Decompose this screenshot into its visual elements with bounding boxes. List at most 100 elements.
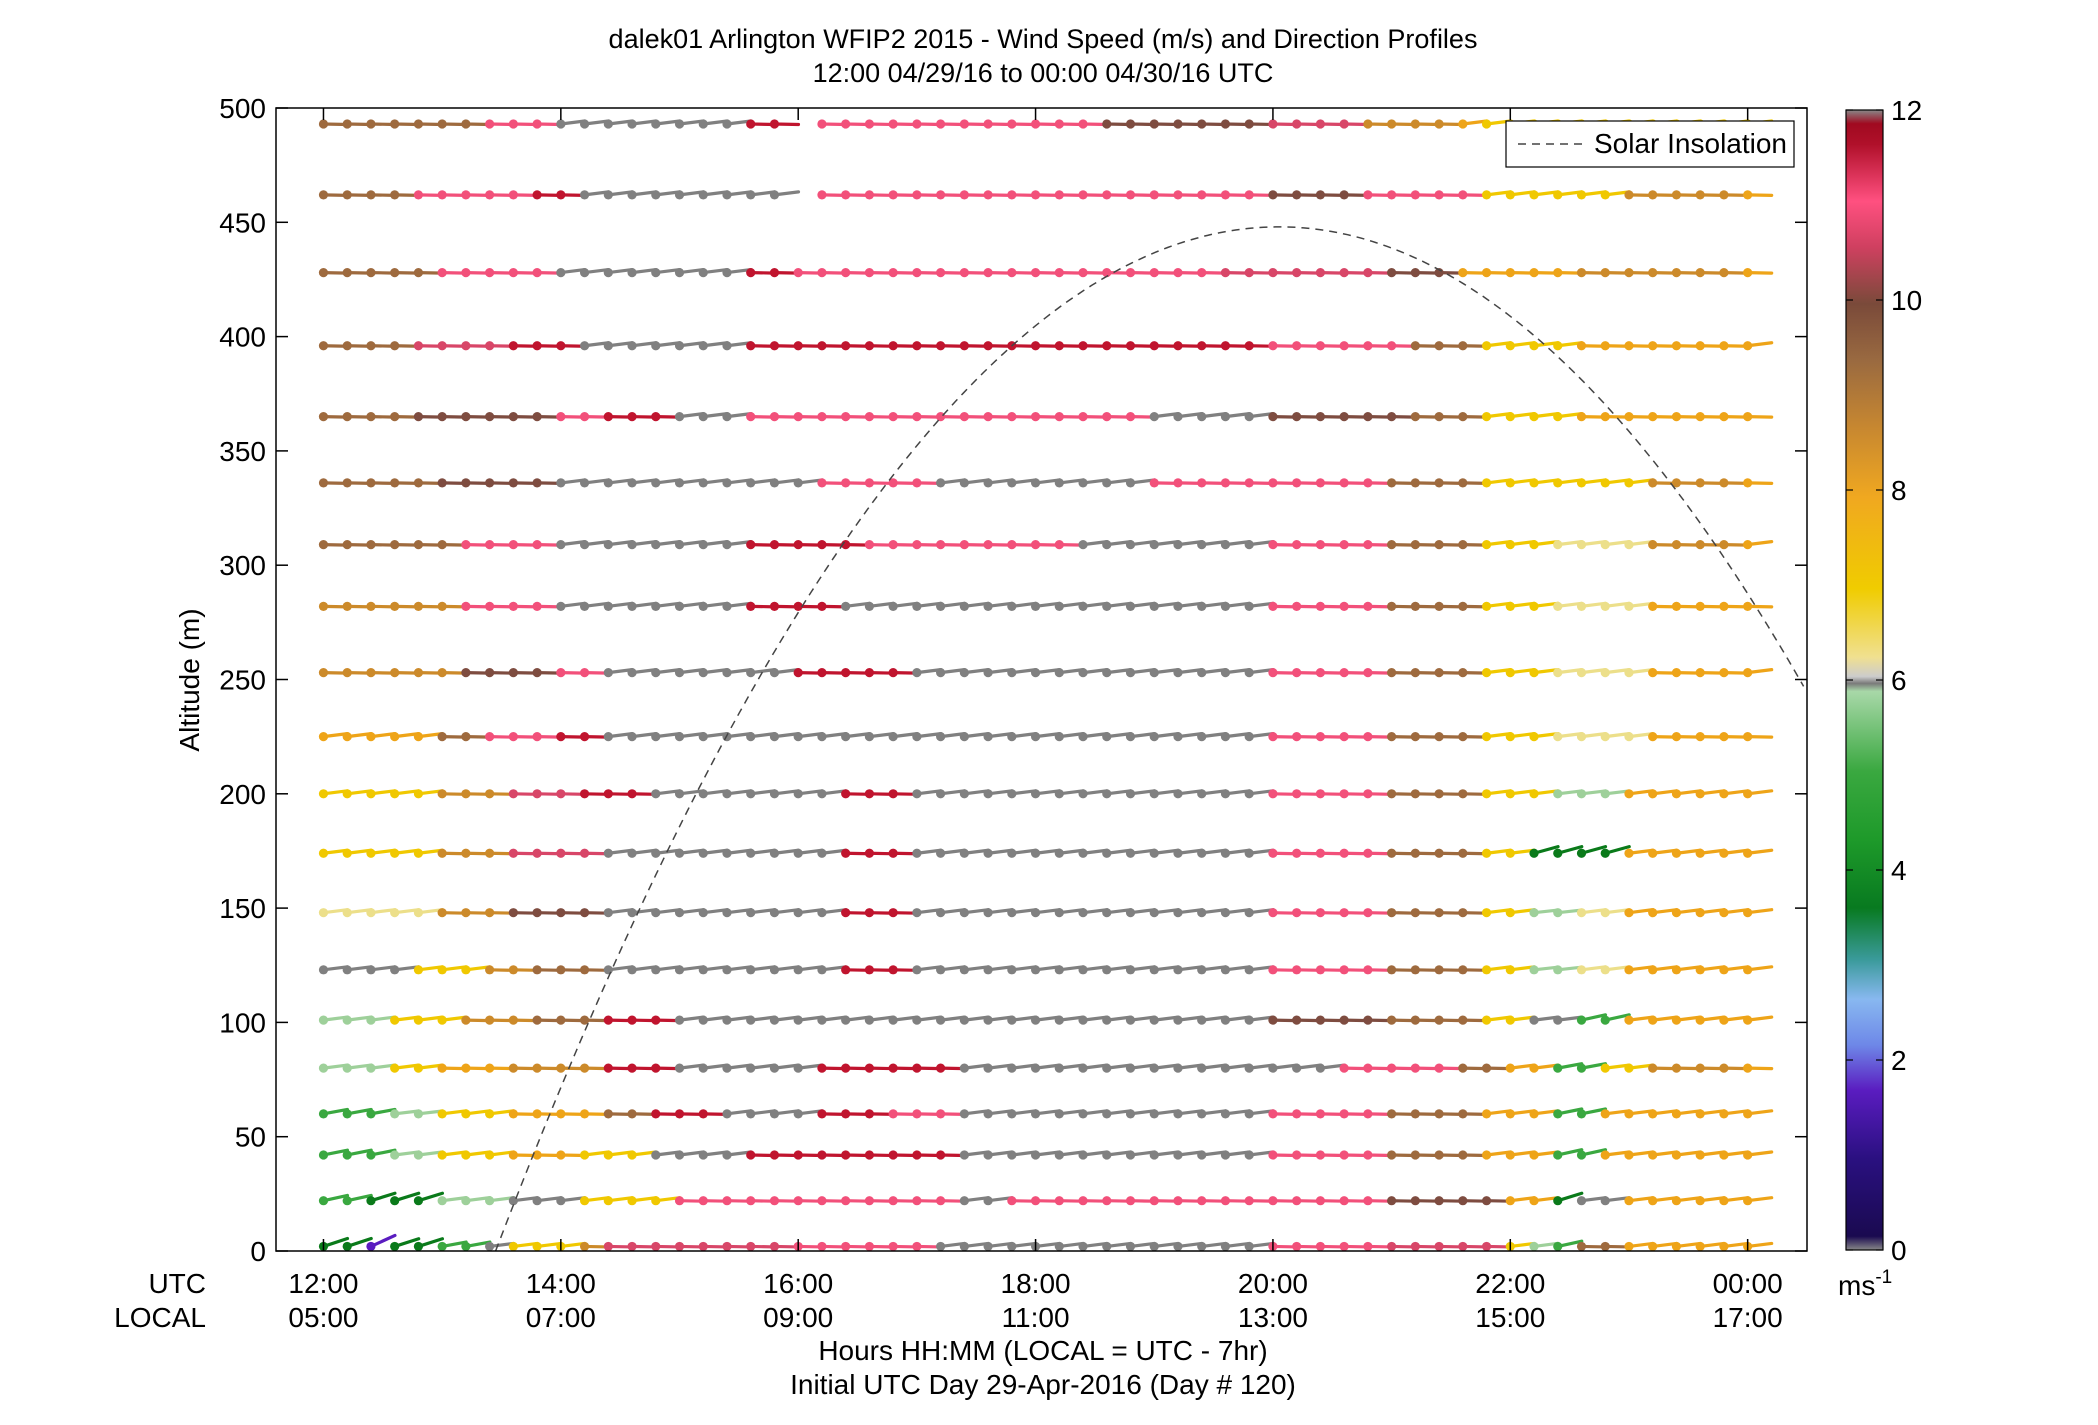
wind-barb-dot [1054,601,1064,611]
wind-barb-dot [508,341,518,351]
wind-barb-dot [1268,668,1278,678]
wind-barb-dot [722,1063,732,1073]
wind-barb-dot [1244,668,1254,678]
wind-barb-dot [1695,540,1705,550]
wind-barb-dot [1576,848,1587,858]
wind-barb-dot [1054,668,1064,678]
wind-barb-dot [841,668,851,678]
wind-barb-dot [1410,341,1420,351]
x-tick-label-utc: 14:00 [526,1268,596,1299]
wind-barb-dot [1553,1109,1563,1119]
wind-barb-dot [746,190,756,200]
wind-barb-dot [1648,1063,1658,1073]
wind-barb-dot [1458,119,1468,129]
wind-barb-dot [817,119,827,129]
wind-barb-dot [674,1015,685,1025]
wind-barb-dot [532,1196,542,1206]
wind-barb-dot [603,732,613,742]
wind-barb-dot [674,412,685,422]
wind-barb-dot [983,478,993,488]
wind-barb-dot [1695,1196,1705,1206]
wind-barb-dot [1671,848,1682,858]
wind-barb-dot [1197,668,1207,678]
wind-barb-dot [888,341,898,351]
wind-barb-dot [508,1063,518,1073]
wind-barb-dot [1339,789,1349,799]
wind-barb-dot [1173,1109,1183,1119]
wind-barb-dot [983,540,993,550]
wind-barb-dot [1125,1109,1136,1119]
wind-barb-dot [342,1196,352,1206]
wind-barb-dot [746,540,756,550]
wind-barb-dot [1315,1109,1326,1119]
wind-barb-dot [1102,848,1112,858]
wind-barb-dot [461,789,471,799]
wind-barb-dot [1339,908,1349,918]
wind-barb-dot [769,908,780,918]
wind-barb-dot [1054,412,1064,422]
wind-barb-dot [1481,1241,1492,1252]
wind-barb-dot [698,908,708,918]
wind-barb-dot [1197,267,1207,278]
wind-barb-dot [556,267,566,278]
wind-barb-dot [1743,412,1753,422]
wind-barb-dot [817,1150,827,1160]
wind-barb-dot [651,478,661,488]
wind-barb-dot [983,412,993,422]
wind-barb-dot [508,668,518,678]
wind-barb-dot [1410,1015,1420,1025]
wind-barb-dot [1030,668,1041,678]
wind-barb-dot [841,908,851,918]
wind-barb-dot [318,1015,329,1025]
wind-barb-dot [485,190,495,200]
wind-barb-dot [1600,601,1610,611]
wind-barb-dot [318,540,329,550]
wind-barb-dot [769,341,780,351]
wind-barb-dot [1719,267,1729,278]
wind-barb-dot [1315,965,1326,975]
wind-barb-dot [1054,341,1064,351]
wind-barb-dot [651,965,661,975]
wind-barb-dot [579,190,590,200]
wind-barb-dot [437,1241,447,1252]
wind-barb-dot [1220,1109,1231,1119]
wind-barb-dot [674,190,685,200]
wind-barb-dot [746,848,756,858]
wind-barb-dot [1197,190,1207,200]
wind-barb-dot [1078,267,1088,278]
wind-barb-dot [1363,732,1373,742]
wind-barb-dot [1410,732,1420,742]
wind-barb-dot [1125,732,1136,742]
wind-barb-dot [674,1150,685,1160]
wind-barb-dot [959,848,969,858]
wind-barb-dot [1078,1063,1088,1073]
wind-barb-dot [651,1241,661,1252]
wind-barb-dot [1624,1015,1634,1025]
wind-barb-dot [1387,1109,1397,1119]
wind-barb-dot [888,119,898,129]
wind-barb-dot [1600,1109,1610,1119]
wind-barb-dot [1481,965,1492,975]
wind-barb-dot [1220,965,1231,975]
wind-barb-dot [1197,1109,1207,1119]
wind-barb-dot [1553,1241,1563,1252]
wind-barb-dot [437,965,447,975]
wind-barb-dot [698,1063,708,1073]
wind-barb-dot [318,908,329,918]
wind-barb-dot [1149,1150,1159,1160]
wind-barb-dot [1292,267,1302,278]
wind-barb-dot [390,1109,400,1119]
wind-barb-dot [698,341,708,351]
wind-barb-dot [1648,1015,1658,1025]
wind-barb-dot [1505,1150,1515,1160]
wind-barb-dot [1743,601,1753,611]
wind-barb-dot [959,908,969,918]
wind-barb-dot [1387,267,1397,278]
wind-barb-dot [936,1150,946,1160]
wind-barb-dot [485,1109,495,1119]
wind-barb-dot [461,341,471,351]
wind-barb-dot [912,732,922,742]
wind-barb-dot [1339,848,1349,858]
wind-barb-dot [651,190,661,200]
wind-barb-dot [532,1109,542,1119]
